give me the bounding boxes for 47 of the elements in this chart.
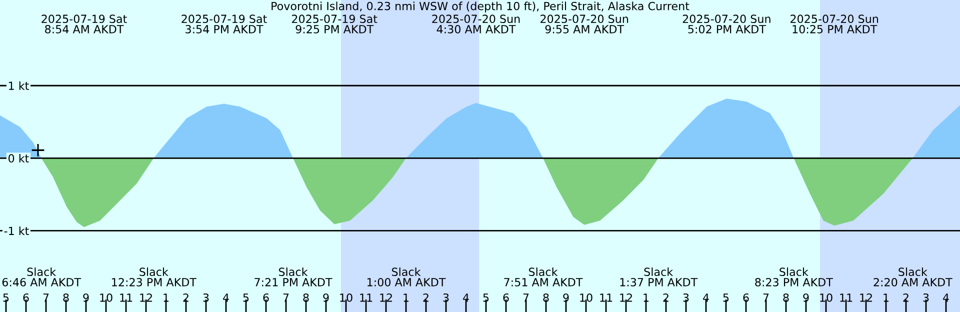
- x-tick-label: 9: [563, 293, 569, 302]
- x-tick-label: 12: [860, 293, 872, 302]
- x-tick-label: 6: [263, 293, 269, 302]
- x-tick-label: 10: [340, 293, 352, 302]
- x-tick-label: 4: [703, 294, 709, 302]
- x-tick-label: 9: [323, 293, 329, 302]
- x-tick-label: 9: [803, 293, 809, 302]
- annotation: Slack 1:00 AM AKDT: [368, 267, 446, 286]
- x-tick-label: 8: [783, 293, 789, 302]
- x-tick-label: 10: [100, 293, 112, 302]
- x-tick-label: 9: [83, 293, 89, 302]
- annotation: 2025-07-19 Sat 3:54 PM AKDT: [182, 14, 267, 34]
- annotation: Slack 7:21 PM AKDT: [254, 267, 332, 286]
- x-tick-label: 12: [140, 293, 152, 302]
- annotation: Slack 1:37 PM AKDT: [620, 267, 698, 286]
- annotation: Slack 12:23 PM AKDT: [112, 267, 196, 286]
- x-tick-label: 4: [463, 294, 469, 302]
- annotation: Slack 8:23 PM AKDT: [755, 267, 833, 286]
- x-tick-label: 8: [63, 293, 69, 302]
- chart-title: Povorotni Island, 0.23 nmi WSW of (depth 10 ft), Peril Strait, Alaska Current: [272, 2, 690, 12]
- annotation: 2025-07-19 Sat 8:54 AM AKDT: [42, 14, 127, 34]
- annotation: Slack 6:46 AM AKDT: [2, 267, 82, 286]
- x-tick-label: 11: [120, 294, 132, 302]
- x-tick-label: 4: [943, 294, 949, 302]
- x-tick-label: 11: [360, 294, 372, 302]
- x-tick-label: 8: [303, 293, 309, 302]
- y-tick-label: -1 kt: [4, 226, 29, 235]
- y-tick-label: 1 kt: [8, 81, 29, 90]
- annotation: 2025-07-20 Sun 10:25 PM AKDT: [790, 14, 878, 34]
- x-tick-label: 12: [620, 293, 632, 302]
- annotation: Slack 2:20 AM AKDT: [874, 267, 952, 286]
- x-tick-label: 12: [380, 293, 392, 302]
- annotation: 2025-07-20 Sun 4:30 AM AKDT: [432, 14, 520, 34]
- x-tick-label: 8: [543, 293, 549, 302]
- annotation: 2025-07-20 Sun 5:02 PM AKDT: [682, 14, 770, 34]
- x-tick-label: 11: [840, 294, 852, 302]
- annotation: Slack 7:51 AM AKDT: [504, 267, 583, 286]
- x-tick-label: 10: [580, 293, 592, 302]
- x-tick-label: 4: [223, 294, 229, 302]
- x-tick-label: 6: [743, 293, 749, 302]
- x-tick-label: 6: [23, 293, 29, 302]
- annotation: 2025-07-20 Sun 9:55 AM AKDT: [540, 14, 628, 34]
- x-tick-label: 10: [820, 293, 832, 302]
- x-tick-label: 11: [600, 294, 612, 302]
- y-tick-label: 0 kt: [8, 154, 29, 163]
- annotation: 2025-07-19 Sat 9:25 PM AKDT: [292, 14, 378, 34]
- x-tick-label: 6: [503, 293, 509, 302]
